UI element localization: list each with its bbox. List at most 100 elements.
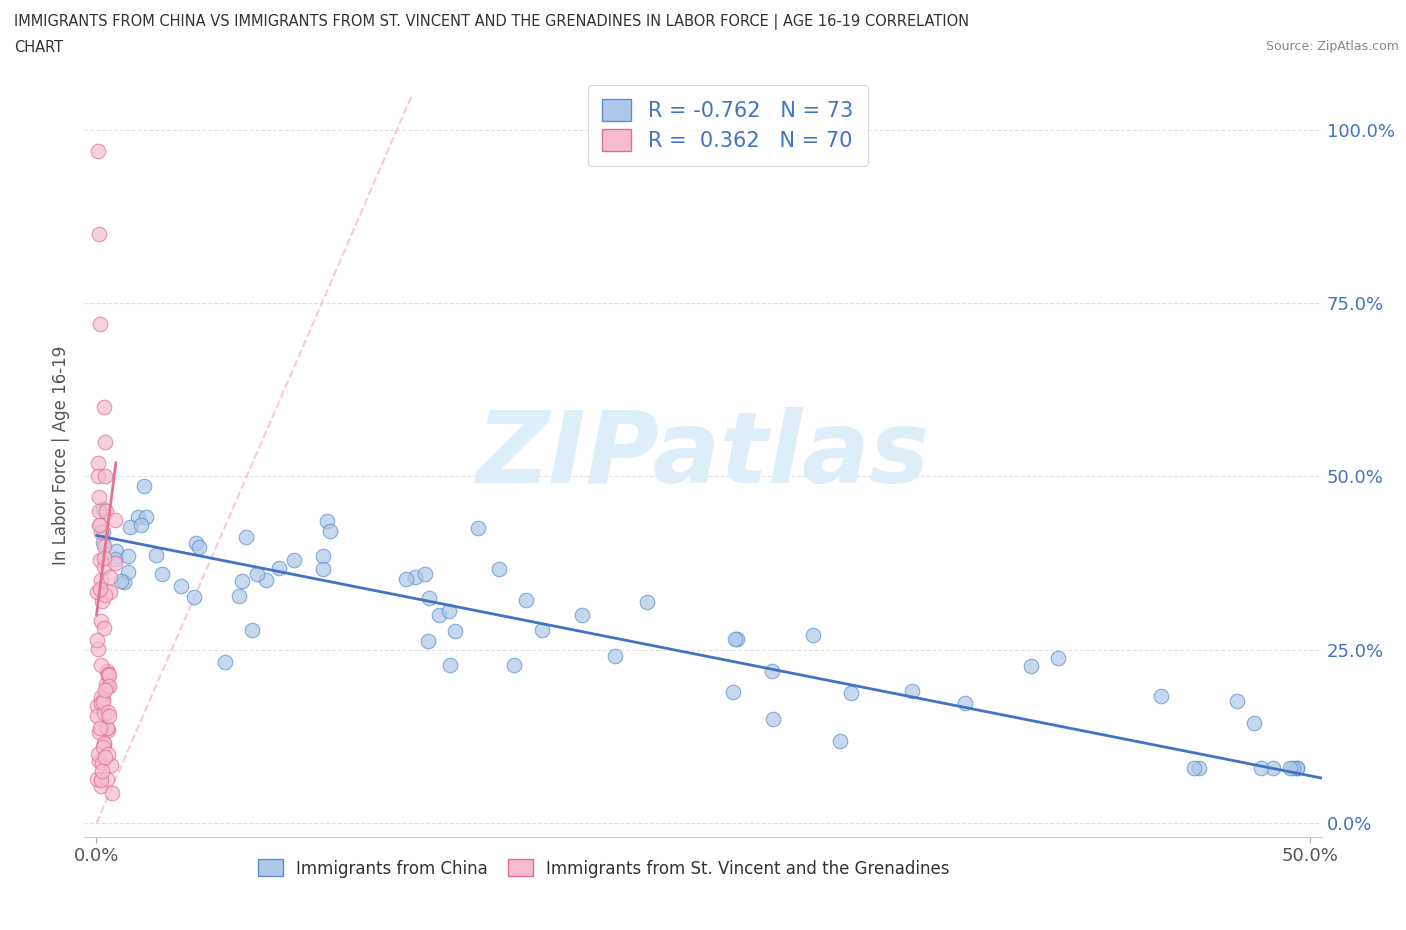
Point <box>93 400 115 415</box>
Point <box>1243 715 1265 730</box>
Point <box>91 764 114 778</box>
Point <box>93 706 115 721</box>
Point <box>86 698 108 713</box>
Point <box>89 582 111 597</box>
Point <box>100 757 122 772</box>
Point <box>94 504 117 519</box>
Point <box>1286 760 1309 775</box>
Point <box>96 678 118 693</box>
Point <box>531 623 554 638</box>
Point <box>86 772 108 787</box>
Point <box>91 695 114 710</box>
Point <box>90 773 112 788</box>
Point <box>1150 688 1173 703</box>
Point <box>94 469 117 484</box>
Point <box>104 544 127 559</box>
Point <box>953 696 976 711</box>
Point <box>87 226 110 241</box>
Point <box>90 755 112 770</box>
Point <box>235 530 257 545</box>
Point <box>761 664 783 679</box>
Point <box>104 512 127 527</box>
Point <box>841 686 863 701</box>
Point <box>86 455 108 470</box>
Point <box>724 631 747 646</box>
Point <box>87 747 110 762</box>
Point <box>828 734 851 749</box>
Point <box>94 434 117 449</box>
Point <box>488 561 510 576</box>
Point <box>404 569 426 584</box>
Point <box>87 753 110 768</box>
Point <box>93 750 115 764</box>
Point <box>283 552 305 567</box>
Point <box>86 633 108 648</box>
Point <box>87 642 110 657</box>
Point <box>228 589 250 604</box>
Point <box>97 709 120 724</box>
Point <box>120 520 142 535</box>
Text: CHART: CHART <box>14 40 63 55</box>
Point <box>135 510 157 525</box>
Point <box>90 778 112 793</box>
Point <box>437 604 460 619</box>
Point <box>418 591 440 605</box>
Point <box>89 518 111 533</box>
Point <box>110 574 132 589</box>
Text: IMMIGRANTS FROM CHINA VS IMMIGRANTS FROM ST. VINCENT AND THE GRENADINES IN LABOR: IMMIGRANTS FROM CHINA VS IMMIGRANTS FROM… <box>14 14 969 30</box>
Point <box>183 590 205 604</box>
Point <box>91 535 114 550</box>
Point <box>515 592 537 607</box>
Point <box>311 549 333 564</box>
Point <box>502 658 524 672</box>
Point <box>94 677 117 692</box>
Point <box>97 704 120 719</box>
Point <box>117 565 139 579</box>
Point <box>1019 658 1042 673</box>
Point <box>90 771 112 786</box>
Point <box>93 737 115 751</box>
Point <box>96 721 118 736</box>
Y-axis label: In Labor Force | Age 16-19: In Labor Force | Age 16-19 <box>52 346 70 565</box>
Point <box>93 736 115 751</box>
Point <box>254 572 277 587</box>
Point <box>117 549 139 564</box>
Point <box>90 573 112 588</box>
Point <box>96 663 118 678</box>
Point <box>114 574 136 589</box>
Point <box>311 562 333 577</box>
Point <box>900 684 922 698</box>
Point <box>91 692 114 707</box>
Point <box>93 538 115 553</box>
Point <box>96 720 118 735</box>
Point <box>413 566 436 581</box>
Point <box>90 689 112 704</box>
Point <box>761 711 783 726</box>
Point <box>571 607 593 622</box>
Point <box>97 678 120 693</box>
Point <box>97 723 120 737</box>
Point <box>1226 693 1249 708</box>
Point <box>89 724 111 739</box>
Point <box>97 668 120 683</box>
Point <box>1250 760 1272 775</box>
Point <box>416 634 439 649</box>
Point <box>100 570 122 585</box>
Legend: Immigrants from China, Immigrants from St. Vincent and the Grenadines: Immigrants from China, Immigrants from S… <box>250 851 959 886</box>
Point <box>90 658 112 672</box>
Point <box>1282 760 1305 775</box>
Point <box>89 552 111 567</box>
Point <box>721 685 744 700</box>
Point <box>87 469 110 484</box>
Point <box>86 584 108 599</box>
Point <box>98 668 121 683</box>
Point <box>104 556 127 571</box>
Point <box>801 628 824 643</box>
Point <box>127 510 149 525</box>
Point <box>242 623 264 638</box>
Point <box>98 585 121 600</box>
Point <box>87 490 110 505</box>
Point <box>90 525 112 539</box>
Point <box>97 667 120 682</box>
Point <box>188 540 211 555</box>
